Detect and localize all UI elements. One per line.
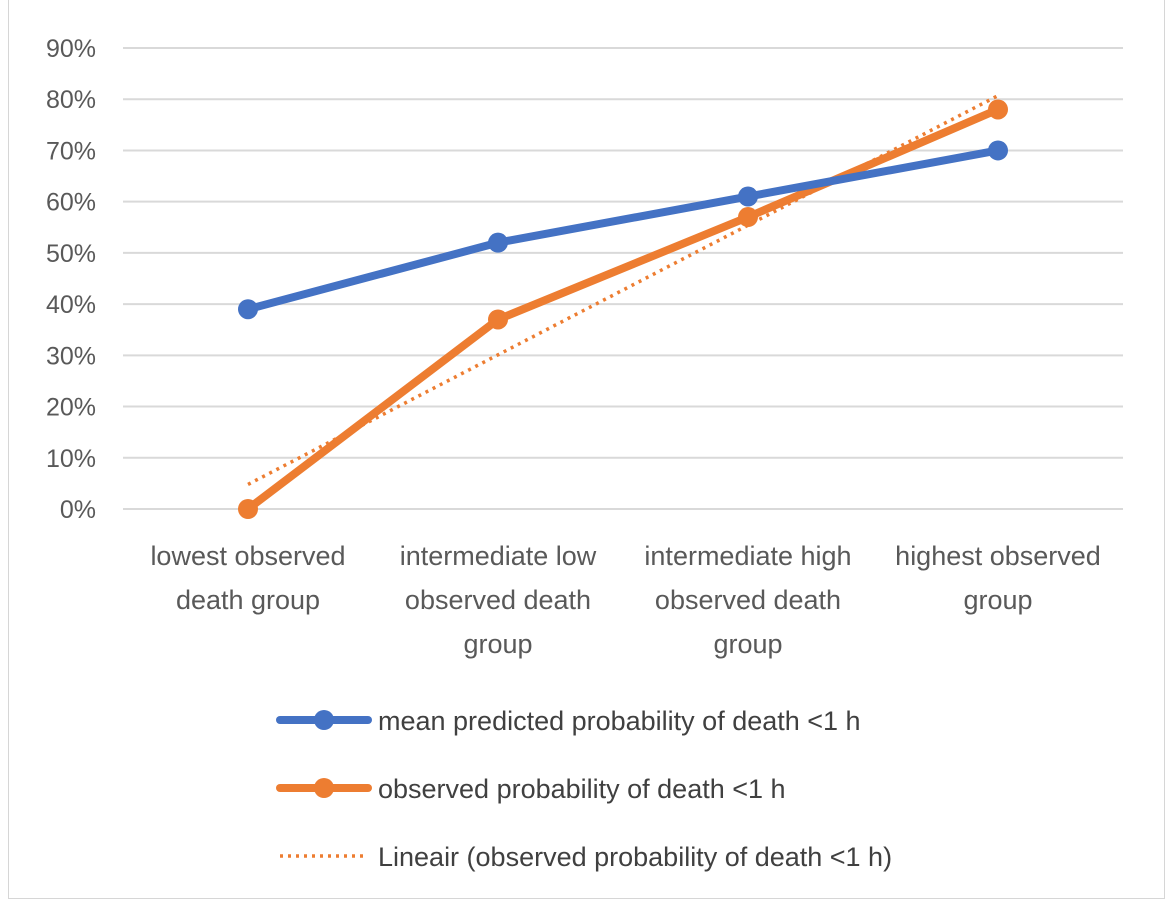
y-tick-label: 60% xyxy=(46,189,96,217)
legend-label: observed probability of death <1 h xyxy=(378,774,786,804)
x-category-label-line: intermediate low xyxy=(400,541,597,571)
data-point-series-1 xyxy=(488,309,508,330)
legend-label: mean predicted probability of death <1 h xyxy=(378,706,861,736)
y-tick-label: 40% xyxy=(46,291,96,319)
x-axis-category-labels: lowest observed death group intermediate l… xyxy=(150,541,1100,659)
y-tick-label: 30% xyxy=(46,342,96,370)
x-category-label-line: intermediate high xyxy=(644,541,851,571)
y-tick-label: 0% xyxy=(60,496,96,524)
data-point-series-1 xyxy=(238,499,258,519)
legend-swatch-marker xyxy=(314,778,334,798)
x-category-label: intermediate low observed death group xyxy=(400,541,597,659)
y-tick-label: 20% xyxy=(46,394,96,422)
x-category-label-line: death group xyxy=(176,585,320,615)
series-line-1 xyxy=(244,105,1002,513)
x-category-label-line: group xyxy=(463,629,532,659)
x-category-label-line: observed death xyxy=(655,585,841,615)
y-axis-tick-labels: 0% 10% 20% 30% 40% 50% 60% 70% 80% 90% xyxy=(46,35,96,524)
x-category-label-line: group xyxy=(713,629,782,659)
legend-label: Lineair (observed probability of death <… xyxy=(378,842,892,872)
gridlines xyxy=(123,47,1123,510)
data-point-series-0 xyxy=(738,186,758,207)
x-category-label-line: highest observed xyxy=(895,541,1101,571)
x-category-label-line: observed death xyxy=(405,585,591,615)
y-tick-label: 90% xyxy=(46,35,96,63)
x-category-label: intermediate high observed death group xyxy=(644,541,851,659)
plot-series xyxy=(238,94,1008,519)
legend: mean predicted probability of death <1 h… xyxy=(276,706,892,872)
legend-swatch-marker xyxy=(314,710,334,730)
y-tick-label: 80% xyxy=(46,86,96,114)
data-point-series-0 xyxy=(488,232,508,253)
data-point-series-0 xyxy=(988,140,1008,161)
y-tick-label: 50% xyxy=(46,240,96,268)
data-point-series-1 xyxy=(738,207,758,228)
y-tick-label: 10% xyxy=(46,445,96,473)
data-point-series-0 xyxy=(238,299,258,320)
y-tick-label: 70% xyxy=(46,137,96,165)
series-line-0 xyxy=(244,146,1002,314)
x-category-label: highest observed group xyxy=(895,541,1101,615)
data-point-series-1 xyxy=(988,99,1008,120)
x-category-label: lowest observed death group xyxy=(150,541,345,615)
x-category-label-line: group xyxy=(963,585,1032,615)
x-category-label-line: lowest observed xyxy=(150,541,345,571)
